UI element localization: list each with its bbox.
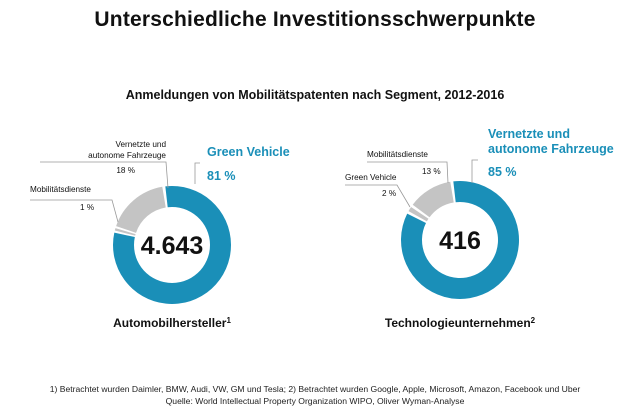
page-title: Unterschiedliche Investitionsschwerpunkt…	[94, 8, 536, 31]
slice-automobilhersteller-green-vehicle	[113, 186, 231, 304]
slice-label-technologieunternehmen-vernetzte-und-autonome-fahrzeuge-line1: Vernetzte und	[488, 127, 570, 141]
slice-automobilhersteller-vernetzte-und-autonome-fahrzeuge	[116, 186, 166, 233]
slice-label-technologieunternehmen-vernetzte-und-autonome-fahrzeuge-line2: autonome Fahrzeuge	[488, 142, 614, 156]
chart-name-automobilhersteller: Automobilhersteller1	[113, 316, 231, 330]
footnote-companies: 1) Betrachtet wurden Daimler, BMW, Audi,…	[49, 384, 581, 394]
slice-label-automobilhersteller-vernetzte-und-autonome-fahrzeuge-line2: autonome Fahrzeuge	[88, 151, 166, 160]
slice-automobilhersteller-mobilitaetsdienste	[114, 228, 136, 236]
slice-value-technologieunternehmen-green-vehicle: 2 %	[382, 189, 396, 198]
slice-label-automobilhersteller-green-vehicle: Green Vehicle	[207, 145, 290, 159]
chart-name-technologieunternehmen: Technologieunternehmen2	[385, 316, 536, 330]
chart-subtitle: Anmeldungen von Mobilitätspatenten nach …	[125, 88, 505, 102]
leader-line-technologieunternehmen-mobilitaetsdienste	[367, 161, 449, 184]
slice-value-technologieunternehmen-vernetzte-und-autonome-fahrzeuge: 85 %	[488, 165, 517, 179]
slice-value-automobilhersteller-green-vehicle: 81 %	[207, 169, 236, 183]
slice-label-automobilhersteller-mobilitaetsdienste: Mobilitätsdienste	[30, 185, 91, 194]
slice-label-technologieunternehmen-mobilitaetsdienste: Mobilitätsdienste	[367, 150, 428, 159]
leader-line-automobilhersteller-green-vehicle	[194, 162, 200, 184]
leader-line-technologieunternehmen-vernetzte-und-autonome-fahrzeuge	[471, 159, 478, 183]
slice-technologieunternehmen-green-vehicle	[408, 207, 429, 222]
slice-value-automobilhersteller-vernetzte-und-autonome-fahrzeuge: 18 %	[116, 166, 135, 175]
slice-technologieunternehmen-vernetzte-und-autonome-fahrzeuge	[401, 181, 520, 299]
chart-total-technologieunternehmen: 416	[439, 227, 481, 255]
leader-line-technologieunternehmen-green-vehicle	[345, 184, 411, 208]
slice-label-automobilhersteller-vernetzte-und-autonome-fahrzeuge-line1: Vernetzte und	[115, 140, 166, 149]
slice-technologieunternehmen-mobilitaetsdienste	[412, 181, 454, 218]
leader-line-automobilhersteller-mobilitaetsdienste	[30, 199, 119, 223]
chart-total-automobilhersteller: 4.643	[141, 232, 204, 260]
leader-line-automobilhersteller-vernetzte-und-autonome-fahrzeuge	[40, 161, 169, 189]
slice-label-technologieunternehmen-green-vehicle: Green Vehicle	[345, 173, 397, 182]
footnote-source: Quelle: World Intellectual Property Orga…	[165, 396, 465, 406]
slice-value-automobilhersteller-mobilitaetsdienste: 1 %	[80, 203, 94, 212]
slice-value-technologieunternehmen-mobilitaetsdienste: 13 %	[422, 167, 441, 176]
